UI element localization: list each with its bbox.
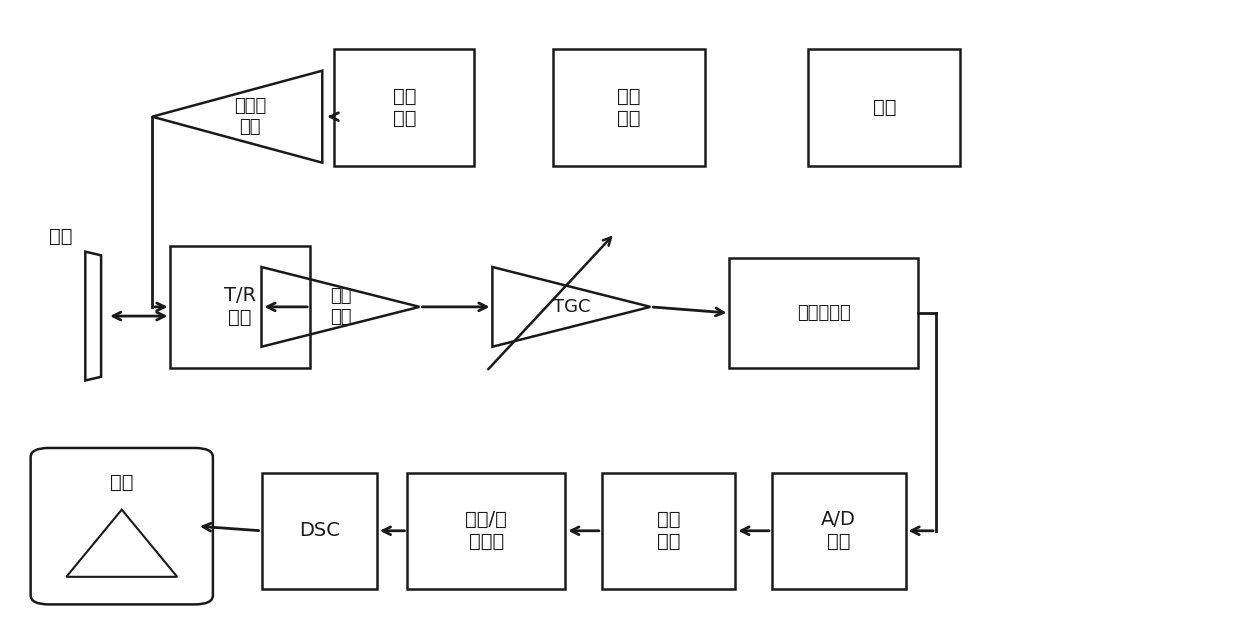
Text: 系统
控制: 系统 控制 [618,87,641,128]
Bar [771,473,905,589]
Bar [808,49,960,166]
FancyBboxPatch shape [31,448,213,605]
Text: TGC: TGC [553,298,590,316]
Text: A/D
变换: A/D 变换 [821,510,856,552]
Bar [729,258,918,368]
Bar [601,473,735,589]
Bar [407,473,565,589]
Bar [170,245,310,368]
Text: 探头: 探头 [50,227,73,246]
Bar [262,473,377,589]
Text: 显示: 显示 [110,473,134,491]
Text: 高压放
大器: 高压放 大器 [234,97,267,136]
Text: 波束
合成: 波束 合成 [657,510,681,552]
Text: 信号/图
像处理: 信号/图 像处理 [465,510,507,552]
Bar [553,49,706,166]
Bar [335,49,474,166]
Text: 前置
放大: 前置 放大 [330,287,351,326]
Text: 电源: 电源 [873,98,897,117]
Text: 发射
驱动: 发射 驱动 [393,87,417,128]
Text: 低通滤波器: 低通滤波器 [796,304,851,322]
Text: T/R
开关: T/R 开关 [224,286,257,327]
Text: DSC: DSC [299,521,340,540]
